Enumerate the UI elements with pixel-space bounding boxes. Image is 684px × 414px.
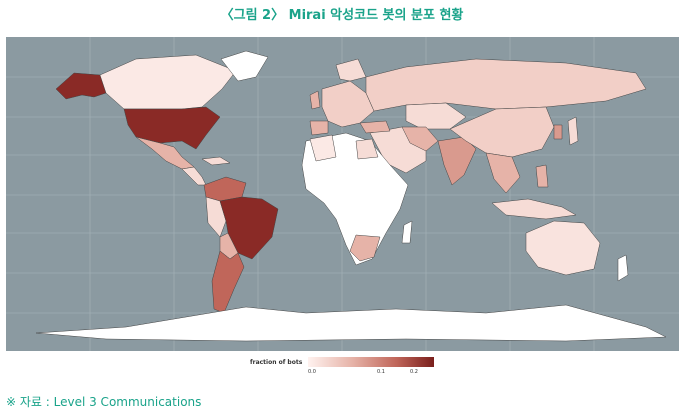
region-turkey — [359, 120, 391, 134]
region-antarctica — [35, 304, 667, 342]
region-africa — [301, 132, 409, 266]
legend-color-bar — [308, 357, 434, 367]
region-greenland — [220, 50, 269, 82]
region-philippines — [535, 164, 549, 188]
map-legend: fraction of bots 0.0 0.1 0.2 — [250, 355, 440, 377]
world-map-svg — [6, 37, 679, 351]
region-central-asia — [405, 102, 467, 130]
region-argentina — [211, 250, 245, 314]
region-central-america — [181, 166, 207, 186]
region-uk — [309, 90, 321, 110]
region-brazil — [219, 196, 279, 260]
region-madagascar — [401, 220, 413, 244]
region-new-zealand — [617, 254, 629, 282]
figure-caption: 〈그림 2〉 Mirai 악성코드 봇의 분포 현황 — [220, 8, 464, 23]
country-shapes — [35, 50, 667, 342]
region-peru — [205, 196, 227, 238]
legend-tick-1: 0.1 — [377, 369, 385, 375]
region-north-africa — [309, 134, 337, 162]
world-map — [6, 37, 679, 351]
source-note: ※ 자료 : Level 3 Communications — [6, 395, 202, 409]
region-australia — [525, 220, 601, 276]
region-india — [437, 136, 477, 186]
region-japan — [567, 116, 579, 146]
region-canada — [99, 54, 237, 110]
region-indonesia — [491, 198, 577, 220]
region-egypt — [355, 138, 379, 160]
region-russia — [365, 58, 647, 112]
region-iran — [401, 126, 439, 152]
region-caribbean — [201, 156, 231, 166]
legend-tick-0: 0.0 — [308, 369, 316, 375]
region-scandinavia — [335, 58, 367, 82]
legend-tick-2: 0.2 — [410, 369, 418, 375]
region-china — [449, 106, 555, 158]
region-usa — [123, 106, 221, 150]
region-se-asia — [485, 152, 521, 194]
region-korea — [553, 124, 563, 140]
region-alaska — [55, 72, 107, 100]
legend-title: fraction of bots — [250, 359, 303, 366]
region-iberia — [309, 120, 329, 136]
region-south-africa — [349, 234, 381, 262]
